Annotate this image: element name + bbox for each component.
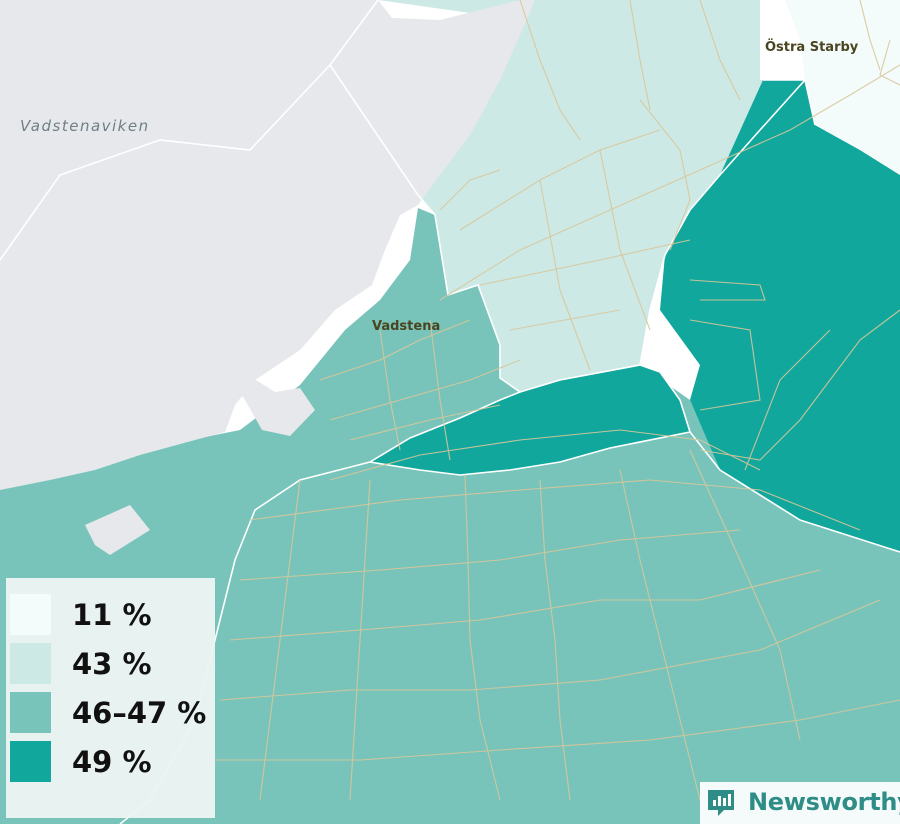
water-label-vadstenaviken: Vadstenaviken <box>20 117 150 135</box>
legend-swatch-11 <box>10 594 51 635</box>
district-46-47-south <box>0 208 900 824</box>
legend-label-11: 11 % <box>72 598 152 632</box>
road-network <box>215 0 900 801</box>
lake-vadstenaviken <box>0 0 535 490</box>
legend-item-43: 43 % <box>10 643 215 685</box>
legend-label-46-47: 46–47 % <box>72 696 207 730</box>
legend-swatch-46-47 <box>10 692 51 733</box>
newsworthy-logo-icon <box>708 790 734 816</box>
newsworthy-logo-text: Newsworthy <box>748 788 900 816</box>
legend-item-46-47: 46–47 % <box>10 692 215 734</box>
legend: 11 % 43 % 46–47 % 49 % <box>6 578 215 818</box>
place-label-ostra-starby: Östra Starby <box>765 39 859 55</box>
legend-label-49: 49 % <box>72 745 152 779</box>
district-49-east <box>660 80 900 552</box>
legend-item-11: 11 % <box>10 594 215 636</box>
legend-swatch-43 <box>10 643 51 684</box>
legend-label-43: 43 % <box>72 647 152 681</box>
legend-swatch-49 <box>10 741 51 782</box>
legend-item-49: 49 % <box>10 741 215 783</box>
place-label-vadstena: Vadstena <box>372 319 440 334</box>
harbour-piers <box>85 296 315 555</box>
newsworthy-logo: Newsworthy <box>700 782 900 824</box>
